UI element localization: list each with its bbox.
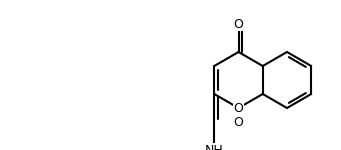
Text: O: O xyxy=(234,102,243,114)
Text: O: O xyxy=(234,18,243,31)
Text: O: O xyxy=(233,116,243,129)
Text: NH: NH xyxy=(205,144,224,150)
